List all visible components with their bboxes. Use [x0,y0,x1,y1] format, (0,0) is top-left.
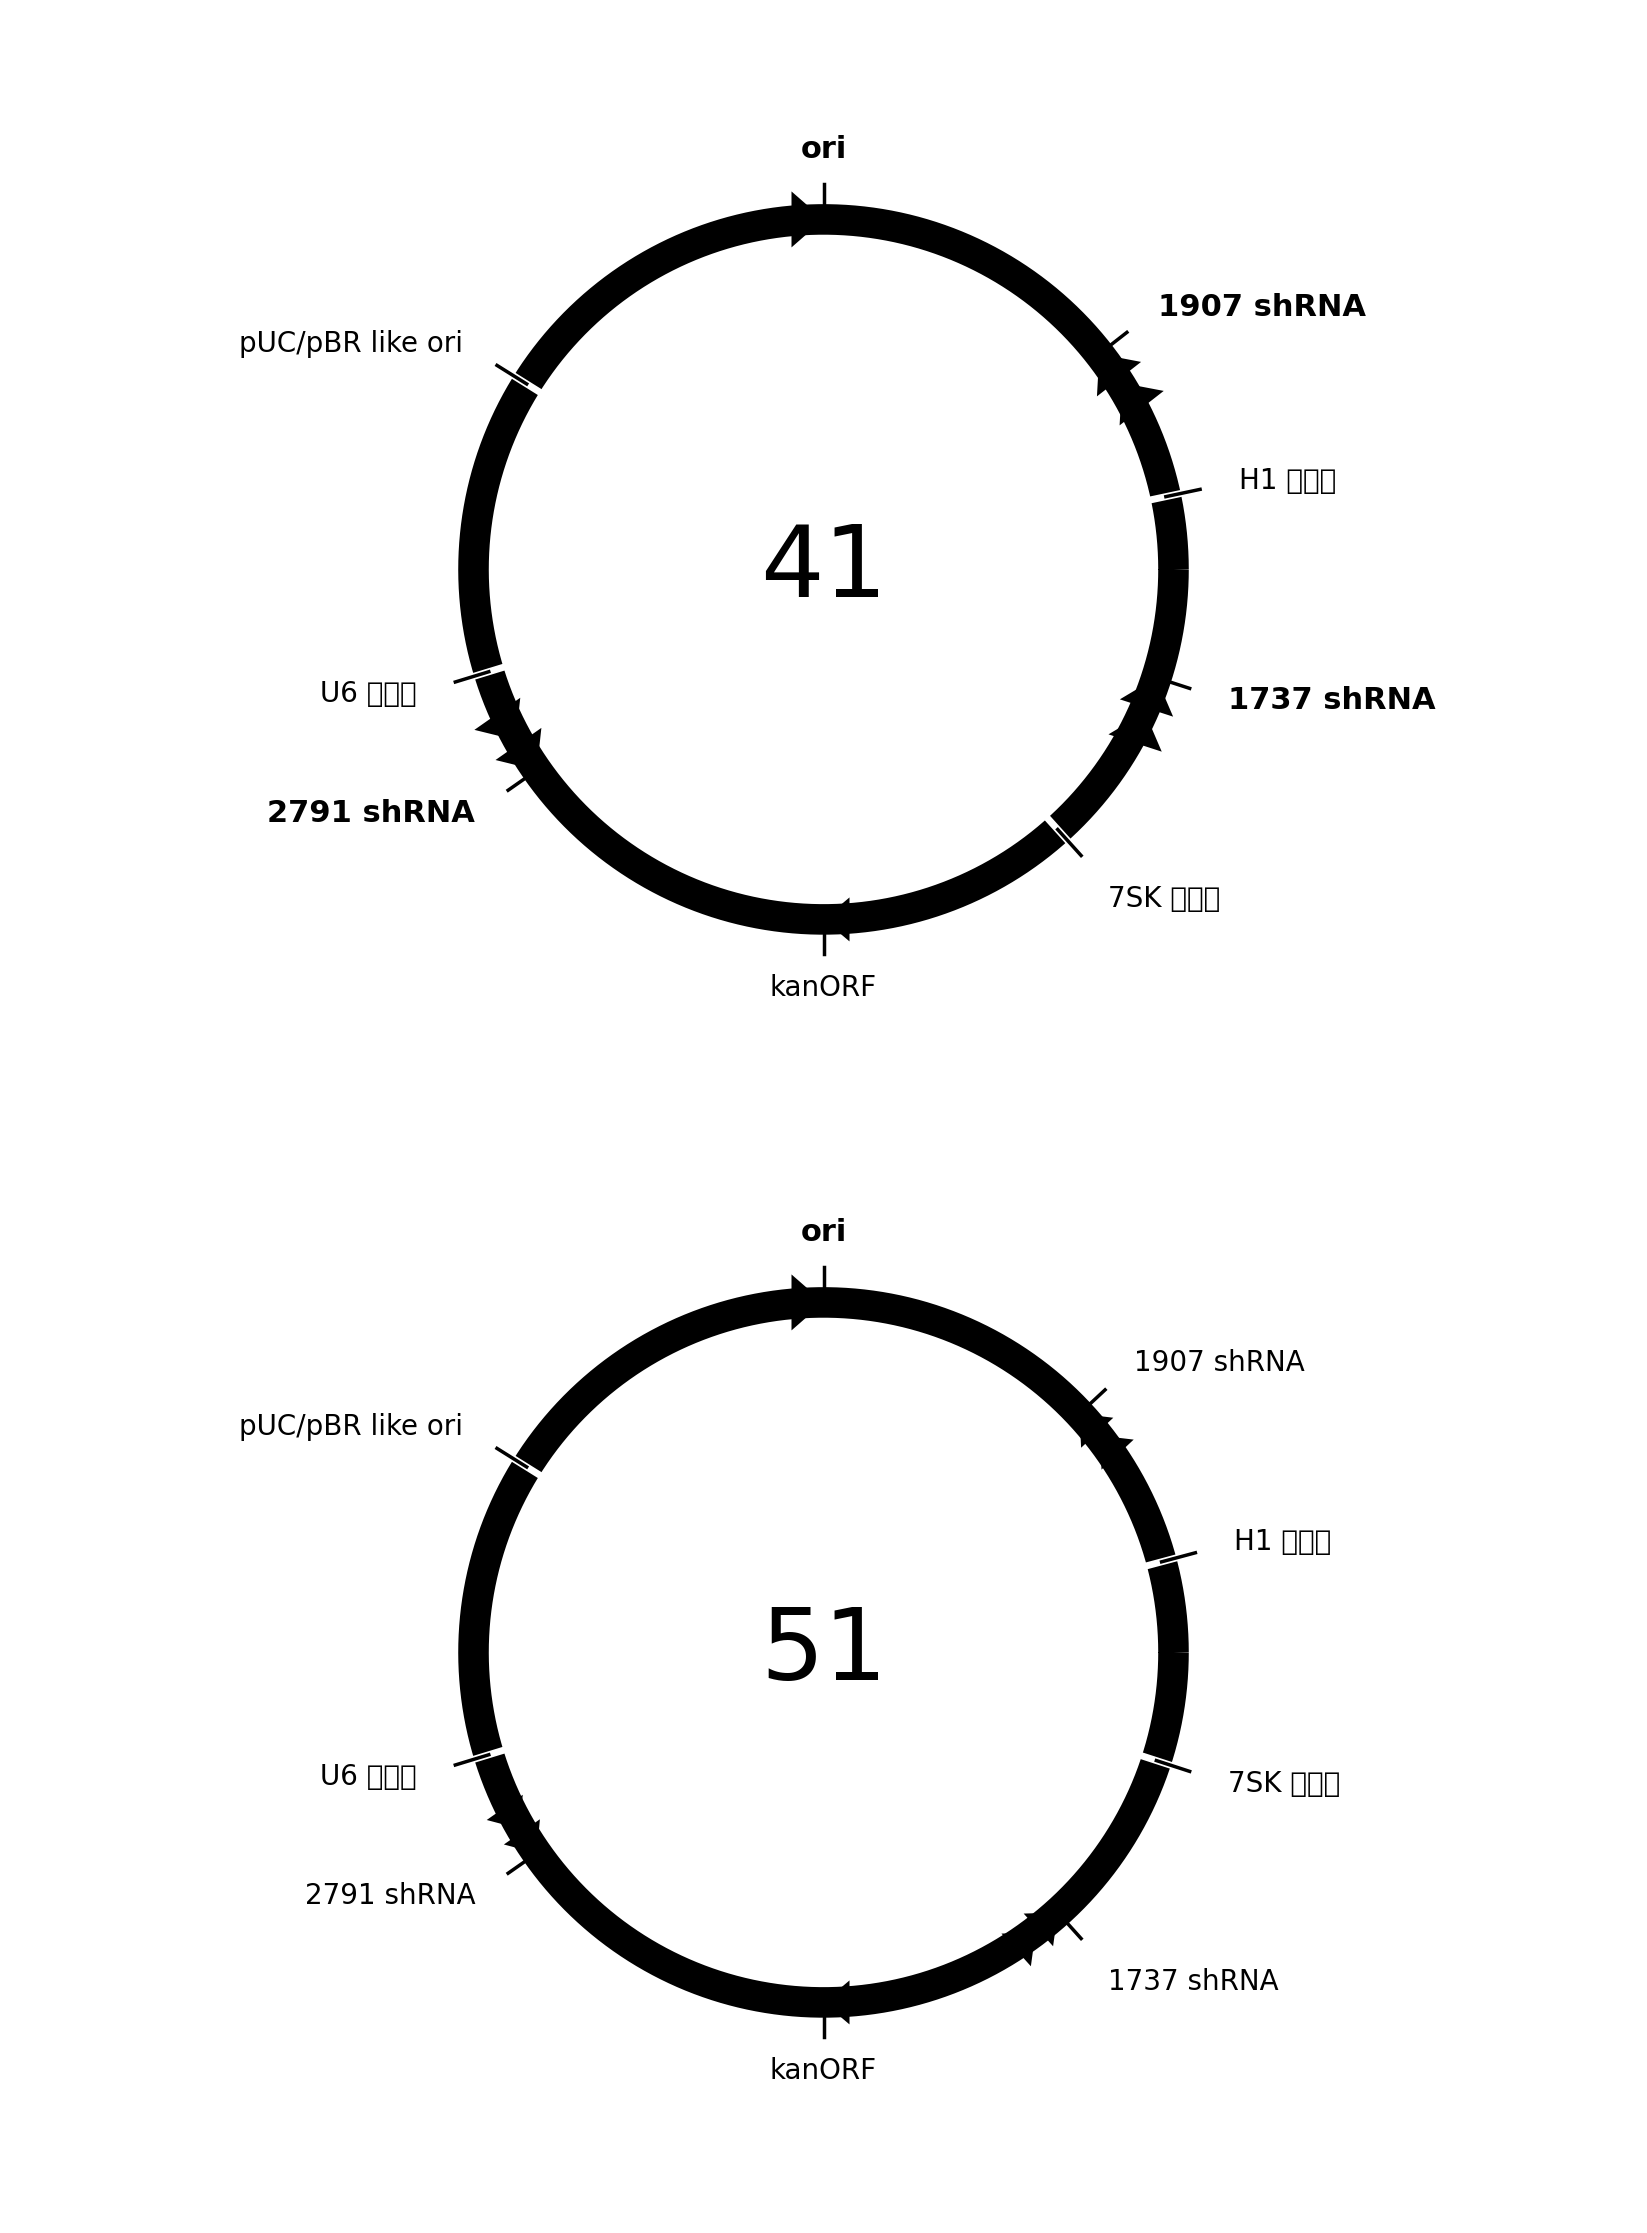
Text: H1 启动子: H1 启动子 [1239,467,1336,496]
Text: 1737 shRNA: 1737 shRNA [1227,686,1435,715]
Polygon shape [1100,1436,1133,1469]
Polygon shape [1120,382,1164,427]
Polygon shape [496,728,542,770]
Text: 1907 shRNA: 1907 shRNA [1158,293,1367,322]
Text: 1907 shRNA: 1907 shRNA [1135,1349,1304,1376]
Polygon shape [474,697,520,739]
Text: 7SK 启动子: 7SK 启动子 [1108,884,1220,913]
Polygon shape [1079,1413,1113,1447]
Text: pUC/pBR like ori: pUC/pBR like ori [239,330,463,357]
Text: kanORF: kanORF [769,974,878,1003]
Text: 2791 shRNA: 2791 shRNA [305,1882,476,1909]
Polygon shape [1120,677,1173,717]
Text: U6 启动子: U6 启动子 [321,679,417,708]
Polygon shape [1001,1932,1036,1967]
Text: 51: 51 [759,1603,888,1702]
Polygon shape [488,1795,522,1829]
Polygon shape [1097,355,1141,397]
Text: ori: ori [800,1219,847,1248]
Text: U6 启动子: U6 启动子 [321,1762,417,1791]
Polygon shape [504,1820,540,1853]
Polygon shape [792,192,824,248]
Text: pUC/pBR like ori: pUC/pBR like ori [239,1413,463,1440]
Polygon shape [1108,712,1161,753]
Text: 2791 shRNA: 2791 shRNA [267,799,476,828]
Text: 7SK 启动子: 7SK 启动子 [1227,1771,1341,1798]
Polygon shape [824,898,850,942]
Text: kanORF: kanORF [769,2057,878,2086]
Text: H1 启动子: H1 启动子 [1234,1527,1331,1556]
Text: ori: ori [800,136,847,165]
Polygon shape [824,1981,850,2025]
Text: 1737 shRNA: 1737 shRNA [1108,1967,1278,1996]
Polygon shape [792,1275,824,1331]
Text: 41: 41 [759,520,888,619]
Polygon shape [1024,1911,1057,1947]
